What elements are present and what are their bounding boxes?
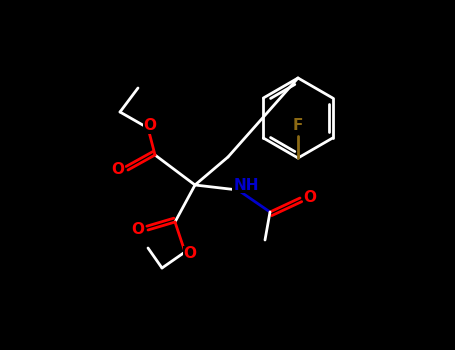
Text: F: F: [293, 119, 303, 133]
Text: O: O: [131, 223, 145, 238]
Text: NH: NH: [233, 177, 259, 192]
Text: O: O: [143, 119, 157, 133]
Text: O: O: [303, 190, 317, 205]
Text: O: O: [111, 162, 125, 177]
Text: O: O: [183, 246, 197, 261]
